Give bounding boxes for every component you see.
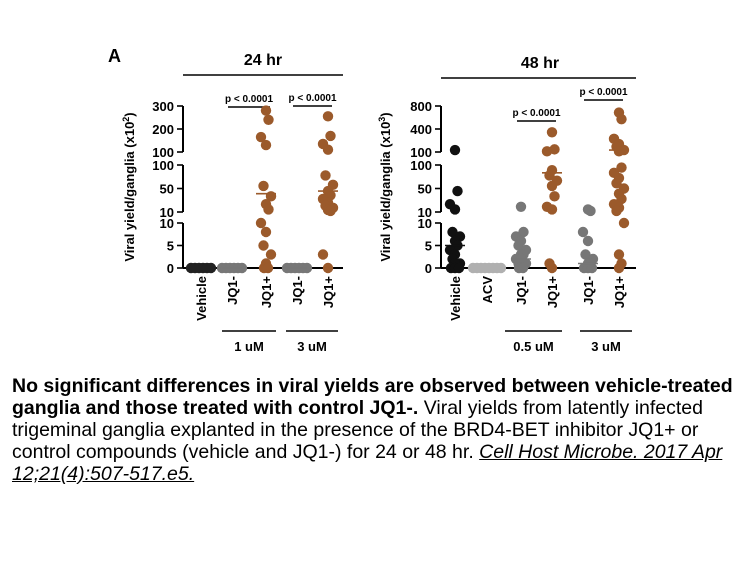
data-point	[260, 105, 272, 116]
data-point	[447, 226, 458, 238]
left-y-axis-label: Viral yield/ganglia (x102)	[121, 112, 137, 261]
data-point	[546, 180, 558, 192]
data-point	[586, 262, 598, 274]
dose-label: 0.5 uM	[513, 339, 553, 354]
data-point	[453, 262, 465, 274]
data-point	[616, 193, 627, 205]
data-point	[262, 262, 274, 274]
data-point	[260, 139, 272, 151]
data-point	[515, 201, 527, 212]
caption-headline: No significant differences in viral yiel…	[12, 375, 733, 419]
dose-label: 1 uM	[234, 339, 264, 354]
y-tick-label: 0	[425, 261, 432, 276]
y-tick-label: 5	[167, 239, 174, 254]
y-tick-label: 0	[167, 261, 174, 276]
x-category-label: JQ1-	[290, 276, 305, 305]
significance-label: p < 0.0001	[512, 108, 561, 119]
data-point	[258, 180, 269, 192]
significance-label: p < 0.0001	[225, 94, 274, 105]
caption-body: Viral yields from latently infected trig…	[12, 397, 703, 463]
data-point	[613, 146, 625, 157]
y-tick-label: 400	[410, 122, 432, 137]
data-point	[582, 235, 594, 247]
data-point	[322, 144, 334, 155]
significance-label: p < 0.0001	[579, 87, 628, 98]
data-point	[541, 146, 553, 157]
data-point	[611, 205, 622, 217]
figure-caption: No significant differences in viral yiel…	[12, 375, 747, 485]
dose-label: 3 uM	[297, 339, 327, 354]
x-category-label: JQ1-	[225, 276, 240, 305]
data-point	[255, 217, 267, 229]
data-point	[325, 130, 336, 142]
panel-label: A	[108, 46, 121, 66]
data-point	[546, 262, 558, 274]
data-point	[611, 178, 622, 189]
chart-title: 24 hr	[244, 52, 282, 69]
data-point	[322, 262, 334, 274]
data-point	[258, 240, 269, 251]
y-tick-label: 50	[418, 182, 432, 197]
data-point	[618, 217, 630, 229]
data-point	[452, 185, 463, 197]
dose-label: 3 uM	[591, 339, 621, 354]
y-tick-label: 100	[410, 145, 432, 160]
right-y-axis-label: Viral yield/ganglia (x103)	[377, 112, 393, 261]
figure-panel-a: A Viral yield/ganglia (x102) Viral yield…	[108, 46, 636, 354]
y-tick-label: 10	[160, 205, 174, 220]
y-tick-label: 10	[160, 216, 174, 231]
y-tick-label: 5	[425, 239, 432, 254]
data-point	[325, 205, 336, 217]
x-category-label: JQ1+	[545, 276, 560, 309]
x-category-label: JQ1+	[259, 276, 274, 309]
y-tick-label: 800	[410, 99, 432, 114]
data-point	[616, 113, 627, 125]
data-point	[616, 162, 627, 173]
caption-citation-link[interactable]: Cell Host Microbe. 2017 Apr 12;21(4):507…	[12, 441, 723, 485]
y-tick-label: 100	[152, 158, 174, 173]
data-point	[320, 170, 331, 181]
chart-title: 48 hr	[521, 55, 559, 72]
data-point	[546, 127, 558, 138]
data-point	[322, 111, 334, 122]
y-tick-label: 10	[418, 205, 432, 220]
x-category-label: Vehicle	[194, 276, 209, 321]
data-point	[613, 262, 625, 274]
data-point	[577, 226, 589, 238]
data-point	[449, 204, 461, 215]
data-point	[585, 205, 596, 217]
data-point	[260, 226, 272, 238]
x-category-label: Vehicle	[448, 276, 463, 321]
data-point	[263, 204, 274, 215]
x-category-label: JQ1-	[581, 276, 596, 305]
y-tick-label: 10	[418, 216, 432, 231]
data-point	[263, 114, 274, 126]
data-point	[495, 262, 507, 274]
data-point	[265, 249, 277, 260]
data-point	[549, 191, 560, 202]
y-tick-label: 200	[152, 122, 174, 137]
data-point	[255, 131, 267, 143]
data-point	[449, 144, 461, 156]
y-tick-label: 300	[152, 99, 174, 114]
data-point	[518, 226, 529, 238]
x-category-label: JQ1-	[514, 276, 529, 305]
y-tick-label: 100	[410, 158, 432, 173]
x-category-label: JQ1+	[612, 276, 627, 309]
data-point	[546, 204, 558, 215]
data-point	[513, 240, 524, 251]
x-category-label: ACV	[480, 276, 495, 304]
significance-label: p < 0.0001	[288, 93, 337, 104]
y-tick-label: 100	[152, 145, 174, 160]
x-category-label: JQ1+	[321, 276, 336, 309]
data-point	[517, 262, 529, 274]
data-point	[580, 249, 591, 260]
data-point	[317, 249, 329, 260]
data-point	[613, 249, 625, 260]
y-tick-label: 50	[160, 182, 174, 197]
